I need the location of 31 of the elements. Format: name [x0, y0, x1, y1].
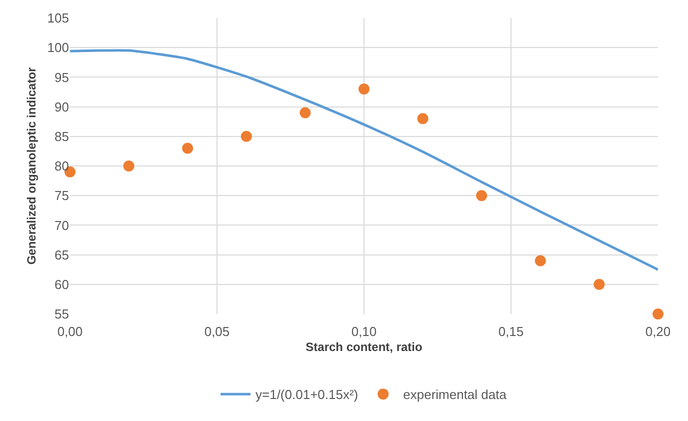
y-axis-title: Generalized organoleptic indicator	[24, 66, 39, 265]
legend-label: y=1/(0.01+0.15x²)	[256, 387, 358, 402]
y-tick-label: 60	[54, 276, 69, 292]
y-tick-label: 65	[54, 247, 69, 262]
point	[358, 84, 370, 95]
legend-label: experimental data	[403, 387, 508, 402]
y-tick-label: 75	[54, 188, 69, 204]
y-tick-label: 85	[54, 128, 69, 144]
y-tick-label: 90	[54, 99, 69, 114]
y-tick-label: 70	[54, 218, 69, 233]
x-tick-label: 0,15	[498, 324, 524, 339]
line-series	[70, 49, 658, 271]
point	[300, 107, 311, 118]
point	[240, 130, 252, 142]
y-tick-label: 55	[54, 306, 69, 322]
point	[476, 190, 488, 202]
x-tick-label: 0,05	[204, 324, 230, 339]
y-tick-label: 100	[47, 40, 69, 56]
x-tick-label: 0,20	[645, 324, 671, 339]
y-tick-label: 95	[54, 70, 69, 85]
point	[652, 308, 664, 320]
x-axis-title: Starch content, ratio	[306, 340, 422, 354]
x-tick-label: 0,00	[57, 324, 83, 339]
point	[594, 278, 605, 290]
point	[123, 160, 134, 172]
point	[417, 113, 428, 124]
point	[182, 142, 194, 154]
x-tick-label: 0,10	[351, 324, 377, 339]
y-tick-label: 105	[47, 10, 69, 26]
point	[534, 255, 546, 266]
y-tick-label: 80	[54, 158, 69, 174]
